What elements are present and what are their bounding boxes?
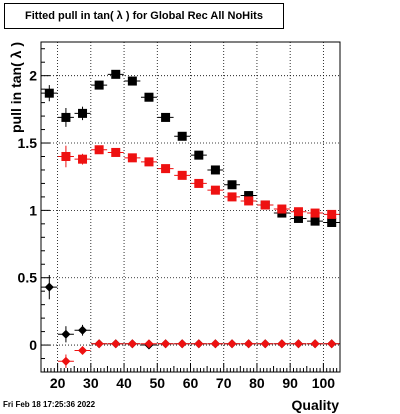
- series-1: [57, 145, 340, 219]
- data-point: [127, 339, 137, 349]
- data-point: [111, 69, 121, 79]
- data-point: [293, 207, 303, 217]
- data-point: [78, 325, 88, 335]
- data-point: [78, 108, 88, 118]
- data-point: [78, 154, 88, 164]
- data-point: [94, 80, 104, 90]
- chart-title: Fitted pull in tan( λ ) for Global Rec A…: [4, 3, 284, 29]
- data-point: [244, 339, 254, 349]
- x-tick-label: 20: [50, 375, 66, 391]
- x-tick-label: 60: [183, 375, 199, 391]
- data-point: [127, 153, 137, 163]
- data-point: [194, 178, 204, 188]
- data-point: [293, 213, 303, 223]
- timestamp: Fri Feb 18 17:25:36 2022: [3, 400, 96, 409]
- x-tick-label: 90: [282, 375, 298, 391]
- data-point: [144, 339, 154, 349]
- data-point: [277, 204, 287, 214]
- data-point: [210, 339, 220, 349]
- data-point: [161, 339, 171, 349]
- data-point: [61, 112, 71, 122]
- x-tick-label: 80: [249, 375, 265, 391]
- data-point: [227, 180, 237, 190]
- x-tick-label: 40: [116, 375, 132, 391]
- data-point: [44, 282, 54, 292]
- data-point: [111, 339, 121, 349]
- x-axis-label: Quality: [292, 397, 340, 413]
- data-point: [244, 196, 254, 206]
- data-layer: [41, 69, 340, 368]
- data-point: [310, 216, 320, 226]
- data-point: [327, 217, 337, 227]
- data-point: [260, 200, 270, 210]
- y-tick-label: 1.5: [18, 135, 38, 151]
- data-point: [194, 339, 204, 349]
- y-tick-label: 0: [29, 337, 37, 353]
- data-point: [161, 112, 171, 122]
- x-tick-label: 100: [312, 375, 336, 391]
- data-point: [61, 329, 71, 339]
- y-tick-label: 1: [29, 202, 37, 218]
- data-point: [227, 339, 237, 349]
- data-point: [277, 339, 287, 349]
- data-point: [61, 356, 71, 366]
- data-point: [177, 339, 187, 349]
- data-point: [260, 339, 270, 349]
- data-point: [177, 131, 187, 141]
- y-tick-label: 0.5: [18, 270, 38, 286]
- grid: [41, 42, 340, 372]
- data-point: [210, 165, 220, 175]
- data-point: [111, 147, 121, 157]
- data-point: [177, 170, 187, 180]
- data-point: [144, 92, 154, 102]
- data-point: [194, 150, 204, 160]
- data-point: [327, 339, 337, 349]
- data-point: [144, 157, 154, 167]
- data-point: [327, 209, 337, 219]
- x-tick-label: 50: [149, 375, 165, 391]
- data-point: [293, 339, 303, 349]
- data-point: [94, 145, 104, 155]
- x-tick-label: 30: [83, 375, 99, 391]
- data-point: [210, 185, 220, 195]
- data-point: [127, 76, 137, 86]
- data-point: [44, 88, 54, 98]
- data-point: [310, 208, 320, 218]
- data-point: [94, 339, 104, 349]
- y-tick-label: 2: [29, 68, 37, 84]
- data-point: [227, 192, 237, 202]
- data-point: [61, 151, 71, 161]
- x-tick-label: 70: [216, 375, 232, 391]
- axes: 20 30 40 50 60 70 80 90 100 0 0.5 1 1.5 2: [18, 48, 341, 391]
- data-point: [161, 164, 171, 174]
- y-axis-label: pull in tan( λ ): [8, 42, 24, 133]
- data-point: [310, 339, 320, 349]
- series-3: [57, 339, 340, 368]
- data-point: [244, 191, 254, 201]
- data-point: [78, 345, 88, 355]
